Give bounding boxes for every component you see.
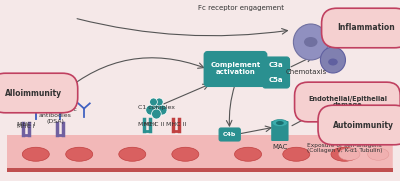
Text: Exposure of self-antigens
(Collagen V, K-α1 Tubulin): Exposure of self-antigens (Collagen V, K… [307,143,382,153]
Ellipse shape [66,147,93,161]
Ellipse shape [22,147,49,161]
Ellipse shape [328,58,338,66]
Text: Endothelial/Epithelial
damage: Endothelial/Epithelial damage [308,96,387,108]
Circle shape [336,25,348,37]
Circle shape [152,109,161,119]
FancyBboxPatch shape [7,135,393,170]
Text: Donor-specific
antibodies
(DSA): Donor-specific antibodies (DSA) [33,107,78,124]
Ellipse shape [234,147,262,161]
Ellipse shape [119,147,146,161]
Circle shape [157,105,167,115]
Text: Autoimmunity: Autoimmunity [333,121,394,129]
Text: MHC I: MHC I [18,123,35,129]
Ellipse shape [272,119,288,127]
Ellipse shape [339,148,360,160]
FancyBboxPatch shape [271,121,288,141]
Text: MHC I: MHC I [17,123,35,127]
Circle shape [146,105,156,115]
Text: MHC I: MHC I [138,123,156,127]
Bar [7,168,393,172]
Circle shape [320,47,346,73]
Text: Complement
activation: Complement activation [210,62,261,75]
Text: MAC: MAC [272,144,288,150]
Text: C4b: C4b [223,132,236,137]
Circle shape [293,24,328,60]
Text: C5a: C5a [269,77,283,83]
Text: C3a: C3a [269,62,283,68]
FancyBboxPatch shape [219,128,240,141]
Text: Chemotaxis: Chemotaxis [285,69,326,75]
FancyBboxPatch shape [262,57,290,73]
FancyBboxPatch shape [262,72,290,88]
Ellipse shape [283,147,310,161]
Text: Inflammation: Inflammation [337,24,395,33]
Circle shape [156,98,163,106]
Ellipse shape [276,121,284,125]
Ellipse shape [368,148,389,160]
Ellipse shape [331,147,358,161]
FancyBboxPatch shape [205,52,266,86]
Ellipse shape [172,147,199,161]
Circle shape [152,101,161,111]
Circle shape [150,98,157,106]
Ellipse shape [304,37,318,47]
Text: MHC II: MHC II [144,123,164,127]
Circle shape [328,16,351,40]
Text: C1 complex: C1 complex [138,105,175,110]
Text: Alloimmunity: Alloimmunity [5,89,62,98]
Text: Fc receptor engagement: Fc receptor engagement [198,5,284,11]
Text: MHC II: MHC II [166,123,186,127]
